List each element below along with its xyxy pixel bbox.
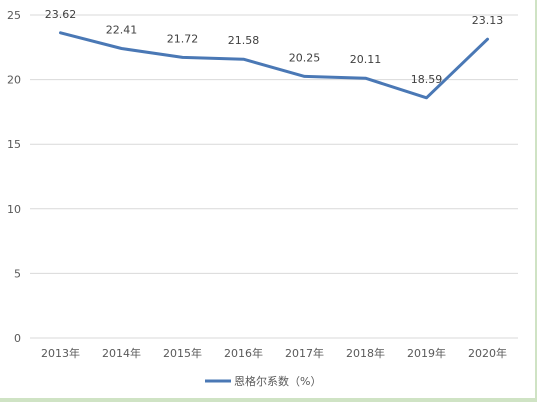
data-label: 20.11 (350, 53, 382, 66)
data-label: 21.58 (228, 34, 260, 47)
y-tick-label: 15 (7, 138, 21, 151)
data-label: 22.41 (106, 23, 138, 36)
y-axis-ticks: 0 5 10 15 20 25 (7, 9, 21, 345)
y-tick-label: 20 (7, 74, 21, 87)
y-tick-label: 10 (7, 203, 21, 216)
data-labels: 23.62 22.41 21.72 21.58 20.25 20.11 18.59 23.13 (45, 8, 504, 86)
x-tick-label: 2018年 (346, 346, 385, 360)
legend-label: 恩格尔系数（%） (234, 374, 321, 388)
y-tick-label: 25 (7, 9, 21, 22)
data-label: 21.72 (167, 32, 199, 45)
y-tick-label: 0 (14, 332, 21, 345)
gridlines (30, 14, 518, 339)
x-tick-label: 2017年 (285, 346, 324, 360)
y-tick-label: 5 (14, 267, 21, 280)
x-tick-label: 2015年 (163, 346, 202, 360)
x-tick-label: 2019年 (407, 346, 446, 360)
x-axis-ticks: 2013年 2014年 2015年 2016年 2017年 2018年 2019年 2020年 (41, 346, 507, 360)
x-tick-label: 2020年 (468, 346, 507, 360)
x-tick-label: 2016年 (224, 346, 263, 360)
series-line (59, 31, 489, 100)
x-tick-label: 2014年 (102, 346, 141, 360)
legend: 恩格尔系数（%） (205, 374, 321, 388)
data-label: 23.62 (45, 8, 77, 21)
data-label: 23.13 (472, 14, 504, 27)
x-tick-label: 2013年 (41, 346, 80, 360)
data-label: 18.59 (411, 73, 443, 86)
data-label: 20.25 (289, 51, 321, 64)
